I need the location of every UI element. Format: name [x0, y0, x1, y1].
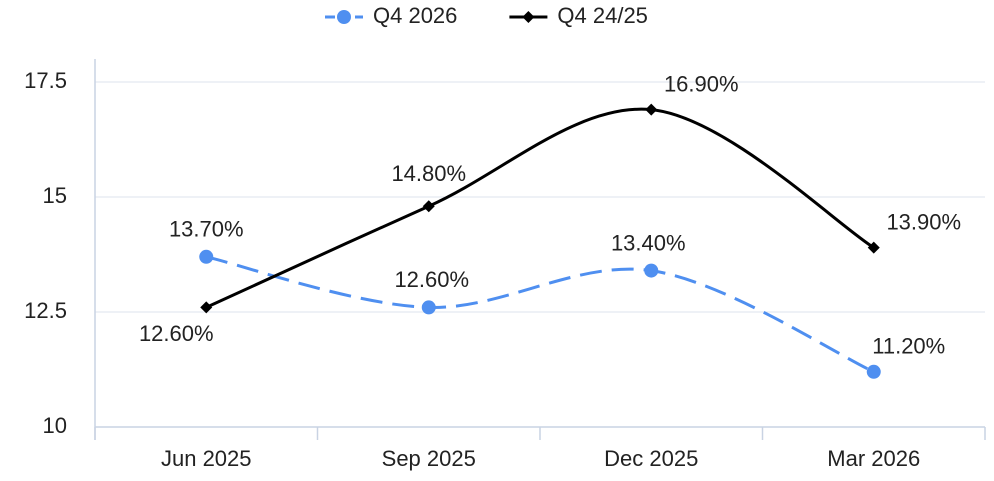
point [645, 103, 658, 116]
data-label: 13.40% [611, 230, 686, 255]
data-label: 13.90% [886, 209, 961, 234]
point [200, 301, 213, 314]
point [866, 364, 881, 379]
series-line [205, 255, 875, 374]
legend-label: Q4 2026 [373, 3, 457, 28]
x-tick-label: Sep 2025 [382, 446, 476, 471]
legend-label: Q4 24/25 [557, 3, 648, 28]
y-tick-label: 10 [43, 413, 67, 438]
data-label: 12.60% [139, 321, 214, 346]
x-tick-label: Jun 2025 [161, 446, 252, 471]
point [422, 200, 435, 213]
data-label: 14.80% [391, 161, 466, 186]
point [644, 263, 659, 278]
data-label: 11.20% [872, 334, 945, 359]
point [867, 241, 880, 254]
x-tick-label: Dec 2025 [604, 446, 698, 471]
x-tick-label: Mar 2026 [827, 446, 920, 471]
point [421, 300, 436, 315]
y-tick-label: 12.5 [24, 298, 67, 323]
y-tick-label: 17.5 [24, 68, 67, 93]
y-tick-label: 15 [43, 183, 67, 208]
point [199, 249, 214, 264]
legend-marker [522, 11, 535, 23]
legend-marker [337, 10, 351, 24]
data-label: 13.70% [169, 217, 244, 242]
data-label: 12.60% [394, 267, 469, 292]
series-line [205, 107, 875, 309]
data-label: 16.90% [664, 71, 739, 96]
